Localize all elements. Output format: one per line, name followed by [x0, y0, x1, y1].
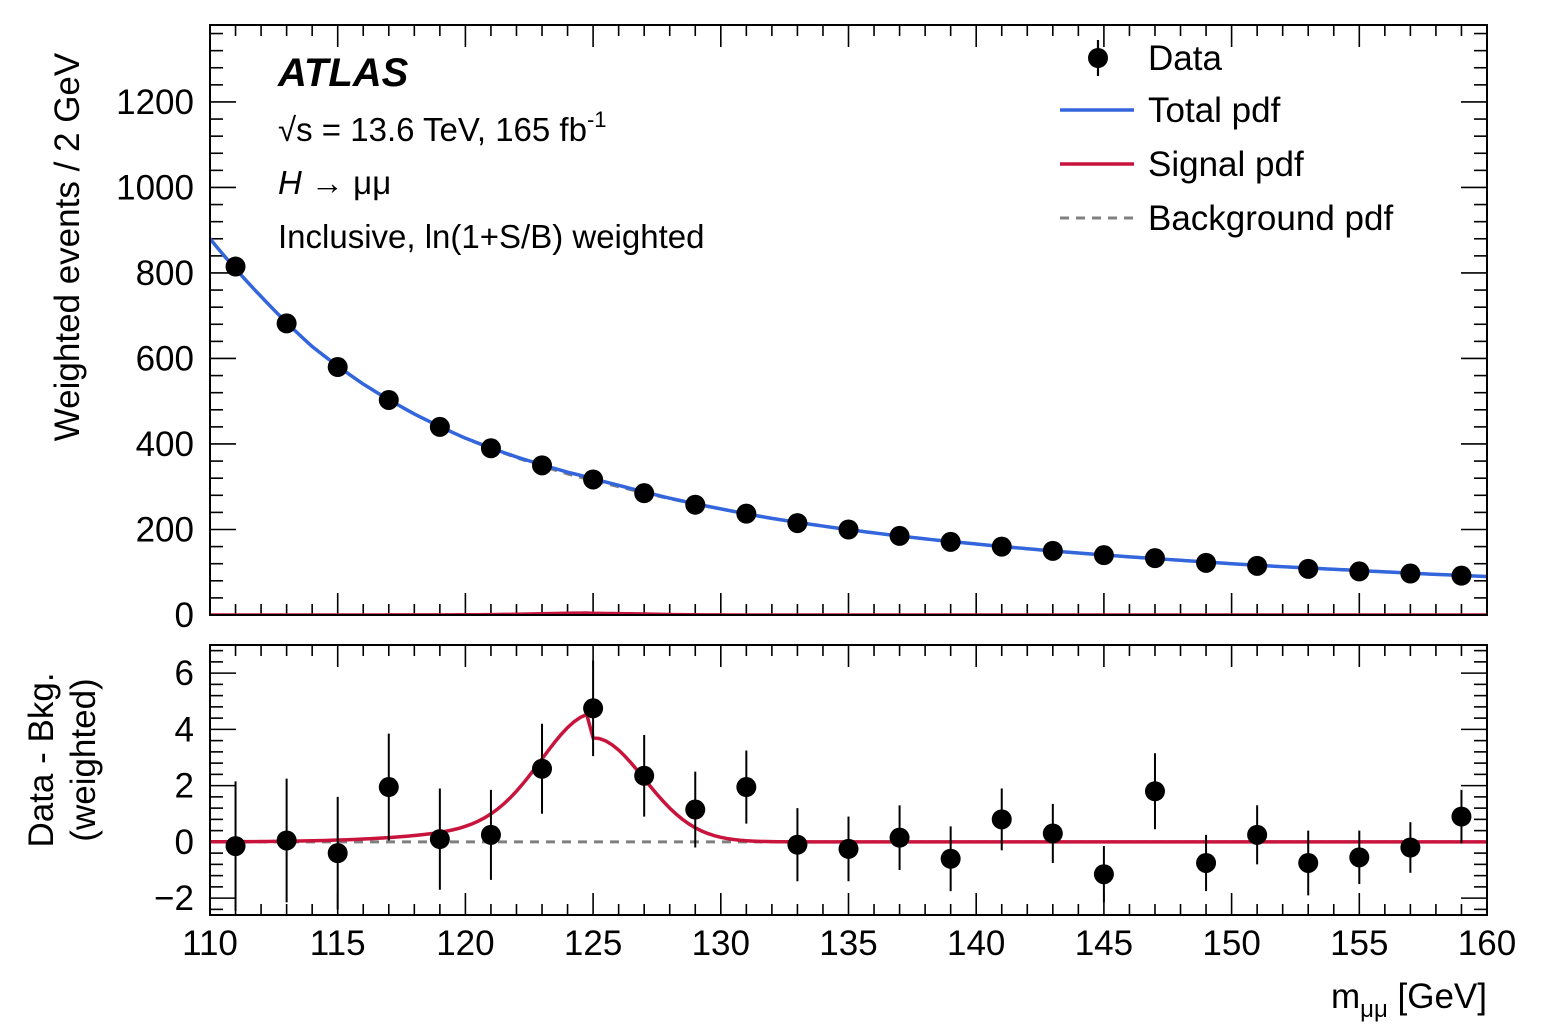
main-data-point — [1196, 552, 1217, 573]
ratio-data-point — [583, 698, 604, 719]
ratio-data-point — [480, 824, 501, 845]
ratio-data-point — [634, 765, 655, 786]
ratio-data-point — [838, 838, 859, 859]
ratio-data-point — [276, 830, 297, 851]
main-y-tick-label: 1200 — [116, 83, 194, 122]
ratio-data-point — [787, 834, 808, 855]
main-data-point — [532, 455, 553, 476]
main-frame — [209, 24, 1488, 616]
main-data-point — [327, 357, 348, 378]
main-data-point — [838, 519, 859, 540]
main-data-point — [889, 525, 910, 546]
main-data-point — [1042, 540, 1063, 561]
ratio-data-point — [327, 843, 348, 864]
main-data-point — [276, 313, 297, 334]
ratio-data-point — [1042, 823, 1063, 844]
main-data-point — [991, 536, 1012, 557]
process-label: H → μμ — [278, 164, 391, 201]
ratio-y-tick-label: 4 — [175, 710, 194, 749]
ratio-y-tick-label: 0 — [175, 823, 194, 862]
x-tick-label: 125 — [564, 924, 622, 963]
x-tick-label: 130 — [692, 924, 750, 963]
main-data-point — [583, 469, 604, 490]
ratio-data-point — [1247, 824, 1268, 845]
ratio-y-axis-title-line1: Data - Bkg. — [22, 672, 61, 847]
ratio-data-point — [1144, 781, 1165, 802]
ratio-data-point — [1400, 837, 1421, 858]
main-data-point — [1298, 558, 1319, 579]
x-tick-label: 135 — [819, 924, 877, 963]
x-tick-label: 110 — [182, 924, 238, 963]
main-data-point — [378, 389, 399, 410]
x-tick-label: 145 — [1075, 924, 1133, 963]
ratio-data-point — [736, 777, 757, 798]
main-data-point — [1349, 561, 1370, 582]
legend: Data Total pdf Signal pdf Background pdf — [1060, 39, 1393, 238]
main-y-tick-label: 600 — [136, 339, 194, 378]
ratio-data-point — [1093, 864, 1114, 885]
experiment-label: ATLAS — [277, 51, 409, 95]
x-tick-label: 160 — [1458, 924, 1516, 963]
legend-background-label: Background pdf — [1148, 199, 1393, 238]
x-tick-label: 120 — [436, 924, 494, 963]
energy-lumi-label: √s = 13.6 TeV, 165 fb-1 — [278, 107, 607, 148]
x-tick-label: 150 — [1202, 924, 1260, 963]
ratio-y-tick-label: −2 — [154, 879, 194, 918]
main-data-point — [1093, 545, 1114, 566]
ratio-data-point — [940, 848, 961, 869]
main-panel: 0 200 400 600 800 1000 1200 — [116, 24, 1488, 635]
main-y-tick-label: 400 — [136, 425, 194, 464]
ratio-data-point — [991, 809, 1012, 830]
main-data-point — [940, 531, 961, 552]
main-data-point — [736, 503, 757, 524]
main-data-point — [1144, 548, 1165, 569]
ratio-data-point — [532, 758, 553, 779]
ratio-frame — [209, 644, 1488, 916]
ratio-data-point — [429, 829, 450, 850]
main-data-point — [429, 416, 450, 437]
ratio-data-point — [1196, 852, 1217, 873]
x-axis-title: mμμ [GeV] — [1331, 977, 1487, 1023]
legend-data-marker — [1088, 48, 1108, 68]
main-y-tick-label: 1000 — [116, 168, 194, 207]
legend-total-label: Total pdf — [1148, 91, 1281, 130]
ratio-data-point — [1451, 806, 1472, 827]
ratio-y-tick-label: 6 — [175, 654, 194, 693]
main-y-tick-label: 800 — [136, 254, 194, 293]
x-tick-label: 115 — [310, 924, 366, 963]
main-y-tick-label: 0 — [175, 596, 194, 635]
legend-data-label: Data — [1148, 39, 1222, 78]
ratio-data-point — [685, 799, 706, 820]
main-data-point — [685, 494, 706, 515]
main-data-point — [634, 483, 655, 504]
ratio-y-axis-title-line2: (weighted) — [64, 678, 103, 841]
main-data-point — [480, 438, 501, 459]
ratio-y-tick-label: 2 — [175, 767, 194, 806]
legend-signal-label: Signal pdf — [1148, 145, 1304, 184]
ratio-data-point — [1349, 847, 1370, 868]
ratio-data-point — [889, 827, 910, 848]
main-y-axis-title: Weighted events / 2 GeV — [48, 52, 87, 441]
x-tick-label: 155 — [1330, 924, 1388, 963]
ratio-data-point — [378, 777, 399, 798]
x-tick-label: 140 — [947, 924, 1005, 963]
category-label: Inclusive, ln(1+S/B) weighted — [278, 218, 704, 255]
ratio-data-point — [1298, 852, 1319, 873]
ratio-data-point — [225, 836, 246, 857]
main-data-point — [1400, 563, 1421, 584]
main-data-point — [225, 256, 246, 277]
main-y-tick-label: 200 — [136, 510, 194, 549]
ratio-panel: 6 4 2 0 −2 110 115 120 125 130 135 140 145 150 155 160 — [154, 644, 1516, 963]
main-data-point — [1451, 565, 1472, 586]
main-data-point — [787, 513, 808, 534]
main-data-point — [1247, 555, 1268, 576]
